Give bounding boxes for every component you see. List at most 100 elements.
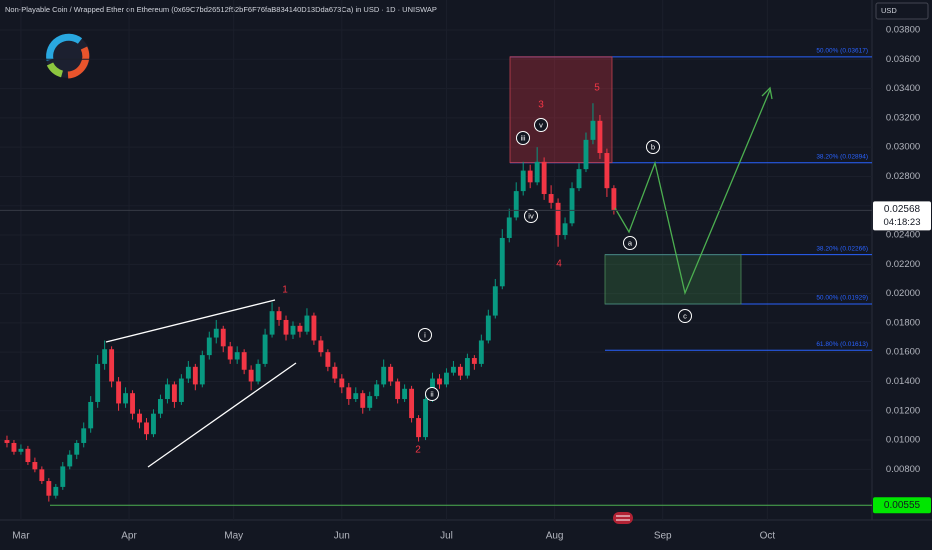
candle-body (520, 170, 526, 192)
candle-body (283, 319, 289, 335)
candle-body (388, 366, 394, 382)
last-price-tag (873, 201, 931, 231)
candle-body (597, 120, 603, 154)
countdown: 04:18:23 (884, 217, 921, 228)
x-tick-label: Aug (546, 531, 564, 542)
candle-body (255, 363, 261, 382)
candle-body (269, 311, 275, 335)
candle-body (437, 378, 442, 385)
candle-body (478, 340, 484, 364)
y-tick-label: 0.00800 (886, 464, 920, 475)
candle-body (499, 237, 505, 287)
candle-body (353, 393, 359, 400)
y-tick-label: 0.03400 (886, 83, 920, 94)
fib-label: 38.20% (0.02894) (816, 153, 868, 160)
candle-body (506, 217, 512, 238)
candle-body (541, 161, 547, 195)
candle-body (220, 328, 226, 347)
candle-body (130, 393, 135, 414)
candle-body (199, 355, 205, 385)
candle-body (304, 315, 310, 332)
subwave-circle (534, 118, 548, 132)
candle-body (88, 401, 94, 429)
candle-body (158, 399, 163, 414)
subwave-circle (516, 131, 530, 145)
candle-body (367, 396, 373, 408)
subwave-circle (678, 309, 692, 323)
x-tick-label: Apr (121, 531, 137, 542)
wave-label: 2 (415, 445, 421, 456)
candle-body (402, 388, 408, 400)
candle-body (604, 153, 610, 189)
target-zone-red (509, 56, 613, 164)
wave-label: 4 (556, 259, 562, 270)
candle-body (569, 188, 575, 224)
candle-body (297, 325, 303, 332)
wave-label: 5 (594, 83, 600, 94)
currency-box[interactable] (875, 2, 929, 20)
logo-arc (46, 33, 83, 61)
candle-body (513, 191, 519, 218)
logo-arc (67, 46, 90, 79)
y-tick-label: 0.01400 (886, 376, 920, 387)
candle-body (381, 366, 387, 385)
x-tick-label: Jul (440, 531, 453, 542)
candle-body (276, 311, 282, 320)
candle-body (102, 349, 108, 364)
candle-body (527, 170, 533, 183)
candle-body (555, 202, 561, 236)
candle-body (123, 393, 129, 404)
y-tick-label: 0.01800 (886, 317, 920, 328)
subwave-label: i (424, 330, 426, 339)
candle-body (534, 161, 540, 183)
candle-body (151, 413, 156, 435)
y-tick-label: 0.03000 (886, 142, 920, 153)
low-price: 0.00555 (884, 500, 921, 511)
candle-body (18, 448, 24, 452)
fib-label: 50.00% (0.03617) (816, 48, 868, 55)
candle-body (262, 334, 268, 364)
candle-body (311, 315, 317, 341)
candle-body (95, 363, 101, 402)
candle-body (248, 369, 254, 382)
candle-body (11, 442, 17, 452)
candle-body (241, 352, 247, 370)
candle-body (416, 418, 422, 438)
candle-body (60, 466, 66, 487)
candle-body (144, 422, 149, 435)
candle-body (457, 366, 463, 376)
wave-label: 1 (282, 285, 288, 296)
candle-body (409, 388, 415, 419)
event-flag[interactable] (613, 512, 633, 524)
candle-body (360, 393, 366, 408)
candle-body (137, 413, 142, 423)
y-tick-label: 0.02200 (886, 259, 920, 270)
candle-body (423, 399, 428, 438)
fib-label: 50.00% (0.01929) (816, 295, 868, 302)
subwave-label: ii (430, 389, 434, 398)
candle-body (450, 366, 456, 373)
y-tick-label: 0.03600 (886, 54, 920, 65)
candle-body (81, 428, 87, 443)
subwave-circle (425, 387, 439, 401)
candle-body (206, 337, 212, 356)
candle-body (290, 325, 296, 335)
candle-body (611, 188, 617, 211)
candle-body (590, 120, 596, 140)
axes: 0.00800 0.01000 0.01200 0.01400 0.01600 0.018… (0, 25, 931, 542)
chart-title: Non-Playable Coin / Wrapped Ether on Eth… (5, 5, 437, 14)
wedge-line (105, 299, 276, 343)
candle-body (4, 440, 10, 443)
candle-body (485, 315, 491, 341)
candle-body (109, 349, 115, 382)
candle-body (185, 366, 191, 379)
target-zone-green (604, 254, 742, 305)
subwave-label: v (539, 120, 543, 129)
candle-body (583, 139, 589, 170)
x-tick-label: Jun (334, 531, 350, 542)
wedge-line (147, 362, 297, 468)
events-icon[interactable] (613, 512, 633, 524)
last-price: 0.02568 (884, 204, 921, 215)
